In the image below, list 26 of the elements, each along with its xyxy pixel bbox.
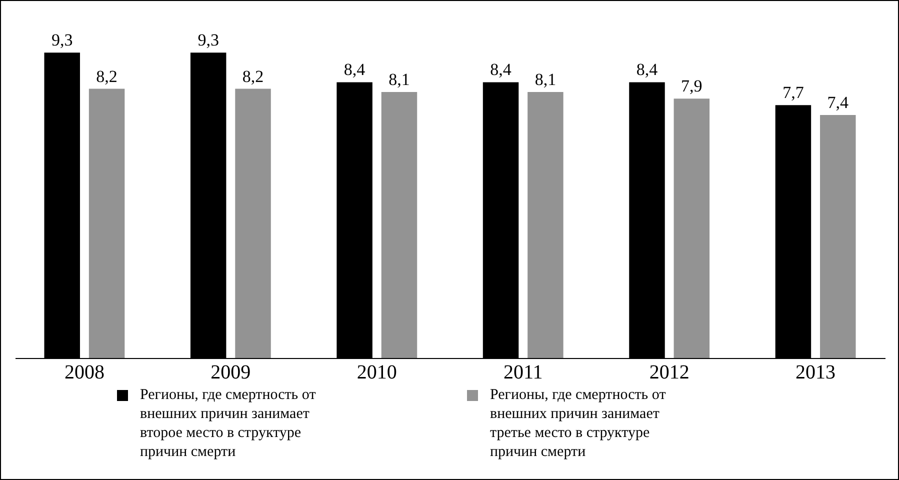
data-label: 8,2 — [96, 66, 118, 86]
x-tick-label: 2013 — [796, 362, 836, 384]
data-label: 7,4 — [827, 93, 850, 112]
data-label: 8,4 — [490, 60, 512, 80]
legend-label: Регионы, где смертность от внешних причин занимает третье место в структуре причин смерти — [490, 386, 667, 462]
bar — [381, 92, 418, 358]
data-label: 9,3 — [51, 30, 73, 50]
bar — [528, 92, 564, 358]
bar — [820, 115, 856, 358]
x-tick-label: 2010 — [356, 362, 397, 384]
data-label: 7,7 — [782, 83, 804, 102]
x-tick-label: 2011 — [503, 362, 543, 384]
x-tick-label: 2012 — [649, 362, 690, 384]
bar — [674, 98, 710, 358]
data-label: 8,4 — [344, 60, 366, 80]
data-label: 8,1 — [534, 70, 556, 90]
data-label: 8,1 — [388, 70, 410, 90]
data-label: 8,2 — [242, 66, 264, 86]
x-tick-label: 2009 — [210, 362, 251, 384]
data-label: 7,9 — [681, 76, 702, 96]
x-tick-label: 2008 — [64, 362, 104, 384]
data-label: 9,3 — [198, 30, 219, 50]
legend-label: Регионы, где смертность от внешних причин занимает второе место в структуре причин смерти — [140, 386, 317, 462]
data-label: 8,4 — [636, 60, 658, 80]
bar — [235, 88, 271, 358]
bar — [88, 88, 125, 358]
